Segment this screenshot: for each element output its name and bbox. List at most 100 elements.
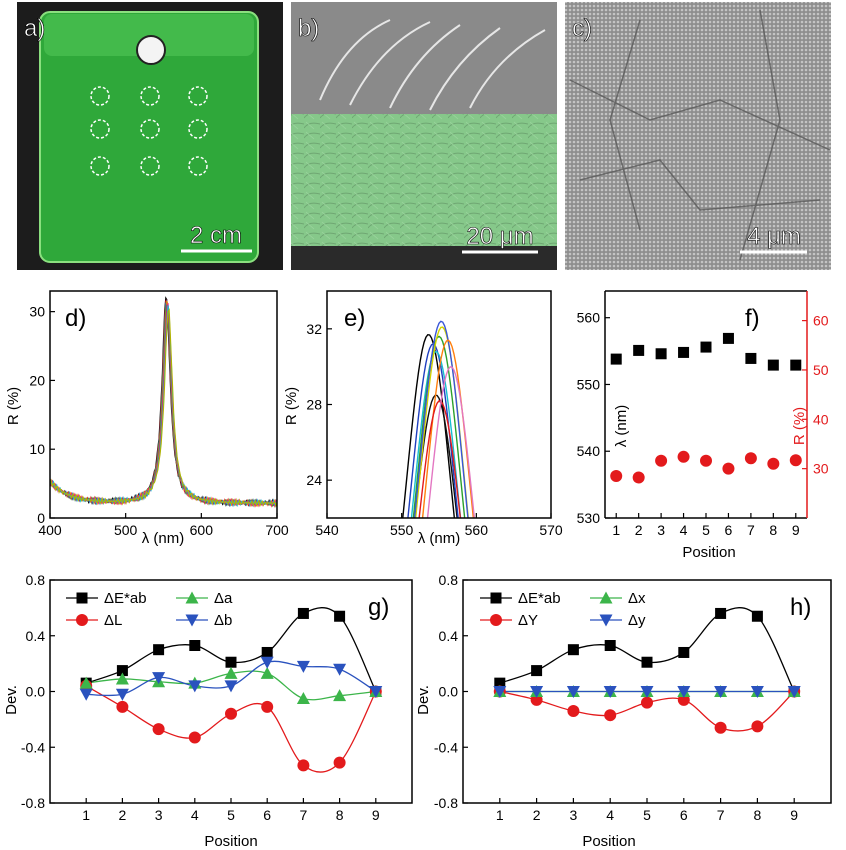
chart-e-series-line — [407, 343, 459, 518]
dev-point-Δy — [787, 686, 801, 698]
dev-point-ΔE*ab — [153, 644, 165, 656]
chart-e-x-tick-label: 560 — [465, 522, 489, 538]
chart-g-color-deviation: g) Position Dev. 1 2 3 4 5 6 7 8 9 -0.8 -0.4 0.0 0.4… — [3, 572, 413, 850]
dev-point-ΔE*ab — [494, 677, 506, 689]
chart-f-x-tick-label: 6 — [725, 522, 733, 538]
chart-e-panel-label: e) — [344, 305, 365, 332]
dev-point-ΔE*ab — [715, 607, 727, 619]
chart-f-yleft-tick-label: 530 — [577, 510, 601, 526]
legend-label-ΔE*ab: ΔE*ab — [518, 590, 561, 607]
dev-chart-x-tick-label: 6 — [263, 807, 271, 823]
measurement-spot — [188, 86, 208, 106]
scale-label-b: 20 μm — [466, 223, 533, 250]
dev-point-Δy — [714, 686, 728, 698]
measurement-spot — [140, 156, 160, 176]
dev-point-Δy — [640, 686, 654, 698]
measurement-spot — [188, 119, 208, 139]
measurement-spot — [90, 156, 110, 176]
chart-d-x-tick-label: 400 — [38, 522, 62, 538]
dev-chart-x-tick-label: 9 — [790, 807, 798, 823]
chart-d-panel-label: d) — [65, 305, 86, 332]
sem-c-surface — [565, 2, 831, 270]
dev-point-Δa — [115, 672, 129, 685]
chart-d-xlabel: λ (nm) — [142, 530, 185, 547]
dev-point-ΔL — [116, 700, 129, 713]
dev-chart-y-tick-label: 0.0 — [439, 684, 459, 700]
chart-d-y-tick-label: 30 — [29, 304, 45, 320]
scale-label-c: 4 μm — [747, 223, 801, 250]
chart-f-yleft-tick-label: 550 — [577, 376, 601, 392]
panel-label-b: b) — [298, 15, 319, 42]
legend-marker-ΔY — [490, 614, 502, 626]
dev-point-ΔE*ab — [225, 656, 237, 668]
dev-point-ΔE*ab — [297, 607, 309, 619]
chart-f-yleft-tick-label: 540 — [577, 443, 601, 459]
chart-f-point-R — [655, 454, 668, 467]
dev-chart-x-tick-label: 6 — [680, 807, 688, 823]
dev-chart-x-tick-label: 3 — [155, 807, 163, 823]
chart-e-series-line — [426, 366, 476, 518]
dev-point-ΔE*ab — [261, 646, 273, 658]
dev-chart-y-tick-label: 0.4 — [439, 628, 459, 644]
chart-f-point-λ — [700, 341, 712, 353]
chart-f-ylabel-right: R (%) — [791, 407, 808, 445]
chart-f-panel-label: f) — [745, 305, 760, 332]
dev-chart-x-tick-label: 4 — [606, 807, 614, 823]
legend-marker-Δb — [185, 614, 199, 627]
legend-marker-Δa — [185, 591, 199, 604]
chart-g-ylabel: Dev. — [3, 685, 20, 715]
measurement-spot — [140, 86, 160, 106]
dev-point-ΔE*ab — [678, 646, 690, 658]
dev-point-Δa — [260, 666, 274, 679]
chart-f-xlabel: Position — [682, 544, 735, 561]
dev-chart-y-tick-label: -0.8 — [434, 795, 458, 811]
chart-e-x-tick-label: 550 — [390, 522, 414, 538]
chart-e-series-line — [414, 326, 470, 518]
dev-chart-x-tick-label: 1 — [496, 807, 504, 823]
chart-f-point-R — [789, 454, 802, 467]
dev-point-ΔY — [641, 696, 653, 709]
dev-point-ΔE*ab — [641, 656, 653, 668]
legend-marker-ΔL — [76, 614, 88, 626]
chart-d-frame — [49, 290, 278, 519]
dev-point-ΔE*ab — [116, 665, 128, 677]
dev-point-Δb — [79, 688, 93, 701]
dev-point-Δa — [296, 691, 310, 704]
dev-point-Δa — [333, 689, 347, 702]
chart-d-x-tick-label: 700 — [265, 522, 289, 538]
chart-f-point-R — [767, 457, 780, 470]
legend-label-Δx: Δx — [628, 590, 646, 607]
dev-chart-x-tick-label: 2 — [119, 807, 127, 823]
dev-point-Δa — [224, 666, 238, 679]
dev-point-Δb — [152, 672, 166, 685]
dev-chart-y-tick-label: -0.4 — [21, 739, 45, 755]
chart-h-plot-area: 1 2 3 4 5 6 7 8 9 -0.8 -0.4 0.0 0.4 0.8 ΔE*ab ΔY Δx Δy — [434, 572, 832, 823]
chart-d-x-tick-label: 600 — [190, 522, 214, 538]
measurement-spot — [90, 86, 110, 106]
chart-f-x-tick-label: 3 — [657, 522, 665, 538]
dev-point-ΔE*ab — [189, 640, 201, 652]
chart-e-y-tick-label: 28 — [306, 397, 322, 413]
legend-marker-ΔE*ab — [490, 592, 502, 604]
chart-d-series-line — [49, 307, 278, 508]
sem-b-film-texture — [291, 114, 557, 246]
dev-point-ΔL — [225, 707, 237, 720]
dev-series-line-ΔE*ab — [499, 607, 795, 692]
chart-g-plot-area: 1 2 3 4 5 6 7 8 9 -0.8 -0.4 0.0 0.4 0.8 ΔE*ab ΔL Δa Δb — [21, 572, 413, 823]
dev-point-Δb — [188, 680, 202, 693]
chart-h-xlabel: Position — [582, 833, 635, 850]
legend-marker-Δy — [599, 614, 613, 627]
dev-point-Δb — [260, 656, 274, 669]
legend-marker-ΔE*ab — [76, 592, 88, 604]
chart-h-color-deviation: h) Position Dev. 1 2 3 4 5 6 7 8 9 -0.8 -0.4 0.0 0.4… — [415, 572, 832, 850]
dev-chart-x-tick-label: 8 — [754, 807, 762, 823]
scale-label-a: 2 cm — [190, 222, 242, 249]
dev-point-ΔE*ab — [567, 644, 579, 656]
dev-chart-x-tick-label: 5 — [643, 807, 651, 823]
chart-f-point-λ — [790, 359, 802, 371]
sem-b-top-region — [291, 2, 557, 114]
chart-e-series-line — [414, 394, 458, 518]
chart-e-series-line — [418, 400, 462, 518]
dev-point-ΔL — [297, 759, 310, 772]
